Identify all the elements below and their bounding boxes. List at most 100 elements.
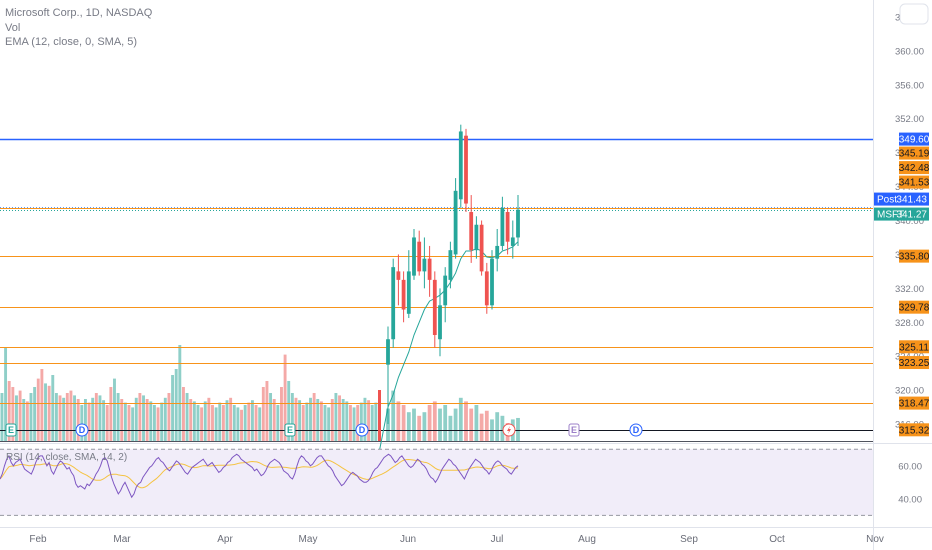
candle-body xyxy=(412,237,416,276)
dividend-icon[interactable]: D xyxy=(75,423,89,437)
volume-bar xyxy=(374,402,378,441)
dividend-badge xyxy=(75,423,89,437)
candle-body xyxy=(484,271,489,306)
candle-body xyxy=(443,275,448,306)
volume-bar xyxy=(298,400,302,441)
dividend-icon[interactable]: D xyxy=(355,423,369,437)
volume-bar xyxy=(406,412,411,441)
candles[interactable] xyxy=(378,124,520,441)
rsi-pane[interactable]: RSI (14, close, SMA, 14, 2) xyxy=(0,448,873,516)
volume-bar xyxy=(236,407,240,441)
volume-bar xyxy=(287,381,291,441)
volume-bar xyxy=(127,405,131,441)
future-earnings-icon[interactable]: E xyxy=(568,423,580,437)
volume-bar xyxy=(448,415,453,441)
price-badge-318.47-text: 318.47 xyxy=(899,399,930,410)
volume-bar xyxy=(174,369,178,441)
price-tick: 356.00 xyxy=(895,80,924,91)
volume-bar xyxy=(464,401,468,441)
month-label-oct: Oct xyxy=(769,534,785,545)
volume-bar xyxy=(152,405,156,441)
post-price-badge-value: 341.43 xyxy=(896,195,927,206)
dividend-letter: D xyxy=(79,425,86,435)
month-label-nov: Nov xyxy=(866,534,884,545)
price-badge-349.60: 349.60 xyxy=(899,132,930,146)
rsi-label: RSI (14, close, SMA, 14, 2) xyxy=(6,452,127,463)
post-price-badge: Post 341.43 xyxy=(874,192,929,206)
time-axis[interactable]: Feb Mar Apr May Jun Jul Aug Sep Oct Nov xyxy=(29,534,884,545)
month-label-jun: Jun xyxy=(400,534,416,545)
volume-bar xyxy=(87,402,91,441)
candle-body xyxy=(479,224,484,272)
price-badge-329.78: 329.78 xyxy=(899,300,930,314)
candle-body xyxy=(505,212,510,242)
volume-bar xyxy=(123,402,127,441)
price-badge-345.19-text: 345.19 xyxy=(899,149,930,160)
volume-bar xyxy=(261,387,265,441)
volume-bar xyxy=(438,408,442,441)
volume-bar xyxy=(258,407,262,441)
candle-body xyxy=(495,245,500,259)
volume-bar xyxy=(0,393,4,441)
horizontal-lines[interactable] xyxy=(0,138,873,431)
volume-bar xyxy=(160,402,164,441)
future-dividend-icon[interactable]: D xyxy=(629,423,643,437)
volume-bar xyxy=(386,408,390,441)
candle-body xyxy=(438,305,442,340)
volume-bar xyxy=(348,405,352,441)
price-badge-323.25-text: 323.25 xyxy=(899,358,930,369)
earnings-letter: E xyxy=(287,425,293,435)
dividend-letter: D xyxy=(359,425,366,435)
volume-bar xyxy=(352,407,356,441)
volume-bar xyxy=(7,381,11,441)
volume-bar xyxy=(391,390,396,441)
volume-bar xyxy=(33,387,37,441)
month-label-sep: Sep xyxy=(680,534,698,545)
rsi-band xyxy=(0,449,873,516)
dividend-badge xyxy=(629,423,643,437)
volume-bar xyxy=(229,397,233,441)
legend-ema: EMA (12, close, 0, SMA, 5) xyxy=(5,36,138,48)
price-badge-323.25: 323.25 xyxy=(899,356,930,370)
candle-body xyxy=(490,258,494,306)
volume-bar xyxy=(316,399,320,441)
volume-bar xyxy=(290,393,294,441)
price-badge-341.53-bg xyxy=(899,175,929,189)
month-label-aug: Aug xyxy=(578,534,596,545)
earnings-icon[interactable]: E xyxy=(5,423,17,437)
volume-bar xyxy=(330,399,334,441)
volume-bar xyxy=(474,405,479,441)
volume-bar xyxy=(272,399,276,441)
price-tick: 340.00 xyxy=(895,216,924,227)
dividend-badge xyxy=(355,423,369,437)
volume-bar xyxy=(65,393,69,441)
volume-bar xyxy=(54,393,58,441)
volume-bar xyxy=(138,393,142,441)
settings-button[interactable] xyxy=(899,3,929,25)
volume-bar xyxy=(145,399,149,441)
candle-body xyxy=(448,250,453,280)
price-badge-342.48-text: 342.48 xyxy=(899,163,930,174)
volume-bar xyxy=(370,405,374,441)
candle-body xyxy=(386,339,390,365)
volume-bar xyxy=(163,397,167,441)
month-label-apr: Apr xyxy=(217,534,233,545)
candle-body xyxy=(422,258,427,272)
earnings-icon[interactable]: E xyxy=(284,423,296,437)
price-badge-329.78-bg xyxy=(899,300,929,314)
price-badge-341.53-text: 341.53 xyxy=(899,178,930,189)
volume-bar xyxy=(294,397,298,441)
volume-bar xyxy=(225,400,229,441)
price-badge-335.80-bg xyxy=(899,249,929,263)
price-tick: 320.00 xyxy=(895,386,924,397)
candle-body xyxy=(474,224,479,251)
marker-bar xyxy=(378,390,381,441)
price-badge-345.19: 345.19 xyxy=(899,146,930,160)
volume-bar xyxy=(22,399,26,441)
price-badge-315.32-bg xyxy=(899,423,929,437)
news-flash-icon[interactable] xyxy=(502,423,516,437)
post-price-badge-tag: Post xyxy=(877,195,897,206)
